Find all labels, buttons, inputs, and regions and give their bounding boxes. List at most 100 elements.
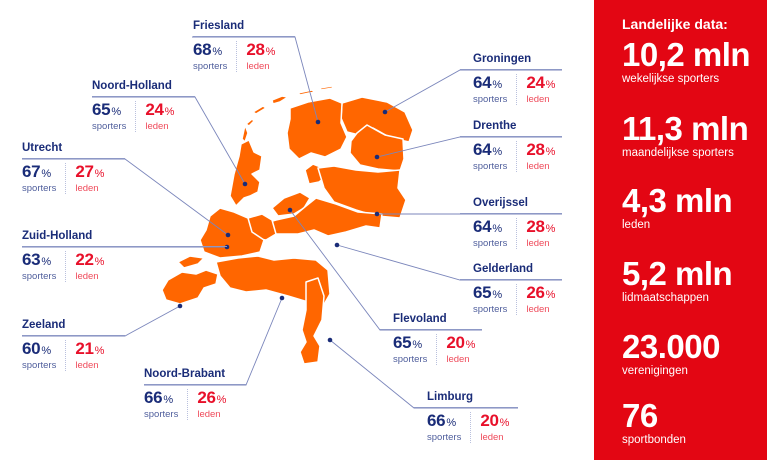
sporters-value: 66% <box>427 411 456 430</box>
leden-value: 20% <box>446 333 476 352</box>
province-limburg <box>299 277 325 365</box>
leden-label: leden <box>75 183 99 194</box>
leden-label: leden <box>246 61 270 72</box>
leden-label: leden <box>526 161 550 172</box>
sporters-value: 65% <box>473 283 502 302</box>
sporters-label: sporters <box>427 432 462 443</box>
province-card-zeeland: Zeeland 60% sporters 21% leden <box>22 318 125 371</box>
province-noord-holland <box>229 139 263 207</box>
sporters-label: sporters <box>473 238 508 249</box>
province-card-limburg: Limburg 66% sporters 20% leden <box>414 390 518 443</box>
divider <box>22 335 125 336</box>
stat-label: maandelijkse sporters <box>622 147 734 159</box>
province-friesland <box>286 97 348 160</box>
province-name: Groningen <box>473 53 532 65</box>
leden-value: 24% <box>526 73 556 92</box>
province-zeeland-north <box>177 255 205 269</box>
stat-memberships: 5,2 mln lidmaatschappen <box>622 255 733 305</box>
national-data-panel: Landelijke data: 10,2 mln wekelijkse spo… <box>594 0 767 460</box>
sporters-value: 63% <box>22 250 51 269</box>
leden-value: 26% <box>526 283 556 302</box>
sporters-label: sporters <box>393 354 428 365</box>
sporters-label: sporters <box>144 409 179 420</box>
leden-label: leden <box>526 94 550 105</box>
province-zuid-holland <box>199 207 265 259</box>
sporters-label: sporters <box>22 183 57 194</box>
stat-monthly-sporters: 11,3 mln maandelijkse sporters <box>622 110 749 160</box>
leden-value: 28% <box>526 217 556 236</box>
province-card-overijssel: Overijssel 64% sporters 28% leden <box>460 196 562 249</box>
province-card-groningen: Groningen 64% sporters 24% leden <box>460 52 562 105</box>
divider <box>460 69 562 70</box>
stat-label: lidmaatschappen <box>622 292 709 304</box>
divider <box>460 136 562 137</box>
stat-value: 4,3 mln <box>622 182 733 219</box>
province-card-zuid-holland: Zuid-Holland 63% sporters 22% leden <box>22 229 227 282</box>
stat-value: 23.000 <box>622 328 720 365</box>
leden-label: leden <box>75 360 99 371</box>
province-name: Noord-Brabant <box>144 368 226 380</box>
divider <box>380 329 482 330</box>
sporters-value: 67% <box>22 162 51 181</box>
sporters-value: 64% <box>473 140 502 159</box>
sporters-label: sporters <box>22 360 57 371</box>
wadden-island <box>252 105 267 115</box>
province-name: Zuid-Holland <box>22 230 93 242</box>
province-card-friesland: Friesland 68% sporters 28% leden <box>193 19 295 72</box>
province-card-noord-brabant: Noord-Brabant 66% sporters 26% leden <box>144 367 246 420</box>
sporters-label: sporters <box>473 304 508 315</box>
sporters-value: 68% <box>193 40 222 59</box>
sporters-label: sporters <box>473 161 508 172</box>
leden-value: 27% <box>75 162 105 181</box>
province-name: Utrecht <box>22 142 63 154</box>
stat-value: 5,2 mln <box>622 255 733 292</box>
province-name: Friesland <box>193 20 245 32</box>
province-card-noord-holland: Noord-Holland 65% sporters 24% leden <box>92 79 195 132</box>
stat-value: 11,3 mln <box>622 110 749 147</box>
stat-value: 10,2 mln <box>622 36 751 73</box>
sporters-label: sporters <box>22 271 57 282</box>
panel-title: Landelijke data: <box>622 16 728 32</box>
divider <box>92 96 195 97</box>
leden-label: leden <box>75 271 99 282</box>
stat-value: 76 <box>622 397 658 434</box>
leden-label: leden <box>197 409 221 420</box>
stat-label: sportbonden <box>622 434 686 446</box>
sporters-value: 65% <box>393 333 422 352</box>
divider <box>460 279 562 280</box>
province-name: Limburg <box>427 391 473 403</box>
leden-label: leden <box>145 121 169 132</box>
province-zeeland <box>161 269 219 305</box>
sporters-value: 66% <box>144 388 173 407</box>
leden-value: 26% <box>197 388 227 407</box>
stat-label: verenigingen <box>622 365 688 377</box>
divider <box>22 246 227 247</box>
province-card-gelderland: Gelderland 65% sporters 26% leden <box>460 262 562 315</box>
divider <box>414 407 518 408</box>
leden-label: leden <box>480 432 504 443</box>
province-noord-brabant <box>215 255 331 309</box>
sporters-value: 60% <box>22 339 51 358</box>
sporters-label: sporters <box>92 121 127 132</box>
leden-value: 24% <box>145 100 175 119</box>
province-name: Overijssel <box>473 197 528 209</box>
sporters-value: 65% <box>92 100 121 119</box>
province-name: Drenthe <box>473 120 517 132</box>
province-card-utrecht: Utrecht 67% sporters 27% leden <box>22 141 125 194</box>
stat-members: 4,3 mln leden <box>622 182 733 232</box>
leden-label: leden <box>446 354 470 365</box>
province-name: Zeeland <box>22 319 66 331</box>
province-name: Noord-Holland <box>92 80 172 92</box>
province-card-flevoland: Flevoland 65% sporters 20% leden <box>380 312 482 365</box>
divider <box>22 158 125 159</box>
wadden-island <box>245 118 255 127</box>
divider <box>193 36 295 37</box>
wadden-island <box>297 89 315 96</box>
sporters-value: 64% <box>473 217 502 236</box>
province-card-drenthe: Drenthe 64% sporters 28% leden <box>460 119 562 172</box>
leden-value: 22% <box>75 250 105 269</box>
divider <box>144 384 246 385</box>
stat-weekly-sporters: 10,2 mln wekelijkse sporters <box>622 36 751 86</box>
leden-value: 28% <box>526 140 556 159</box>
